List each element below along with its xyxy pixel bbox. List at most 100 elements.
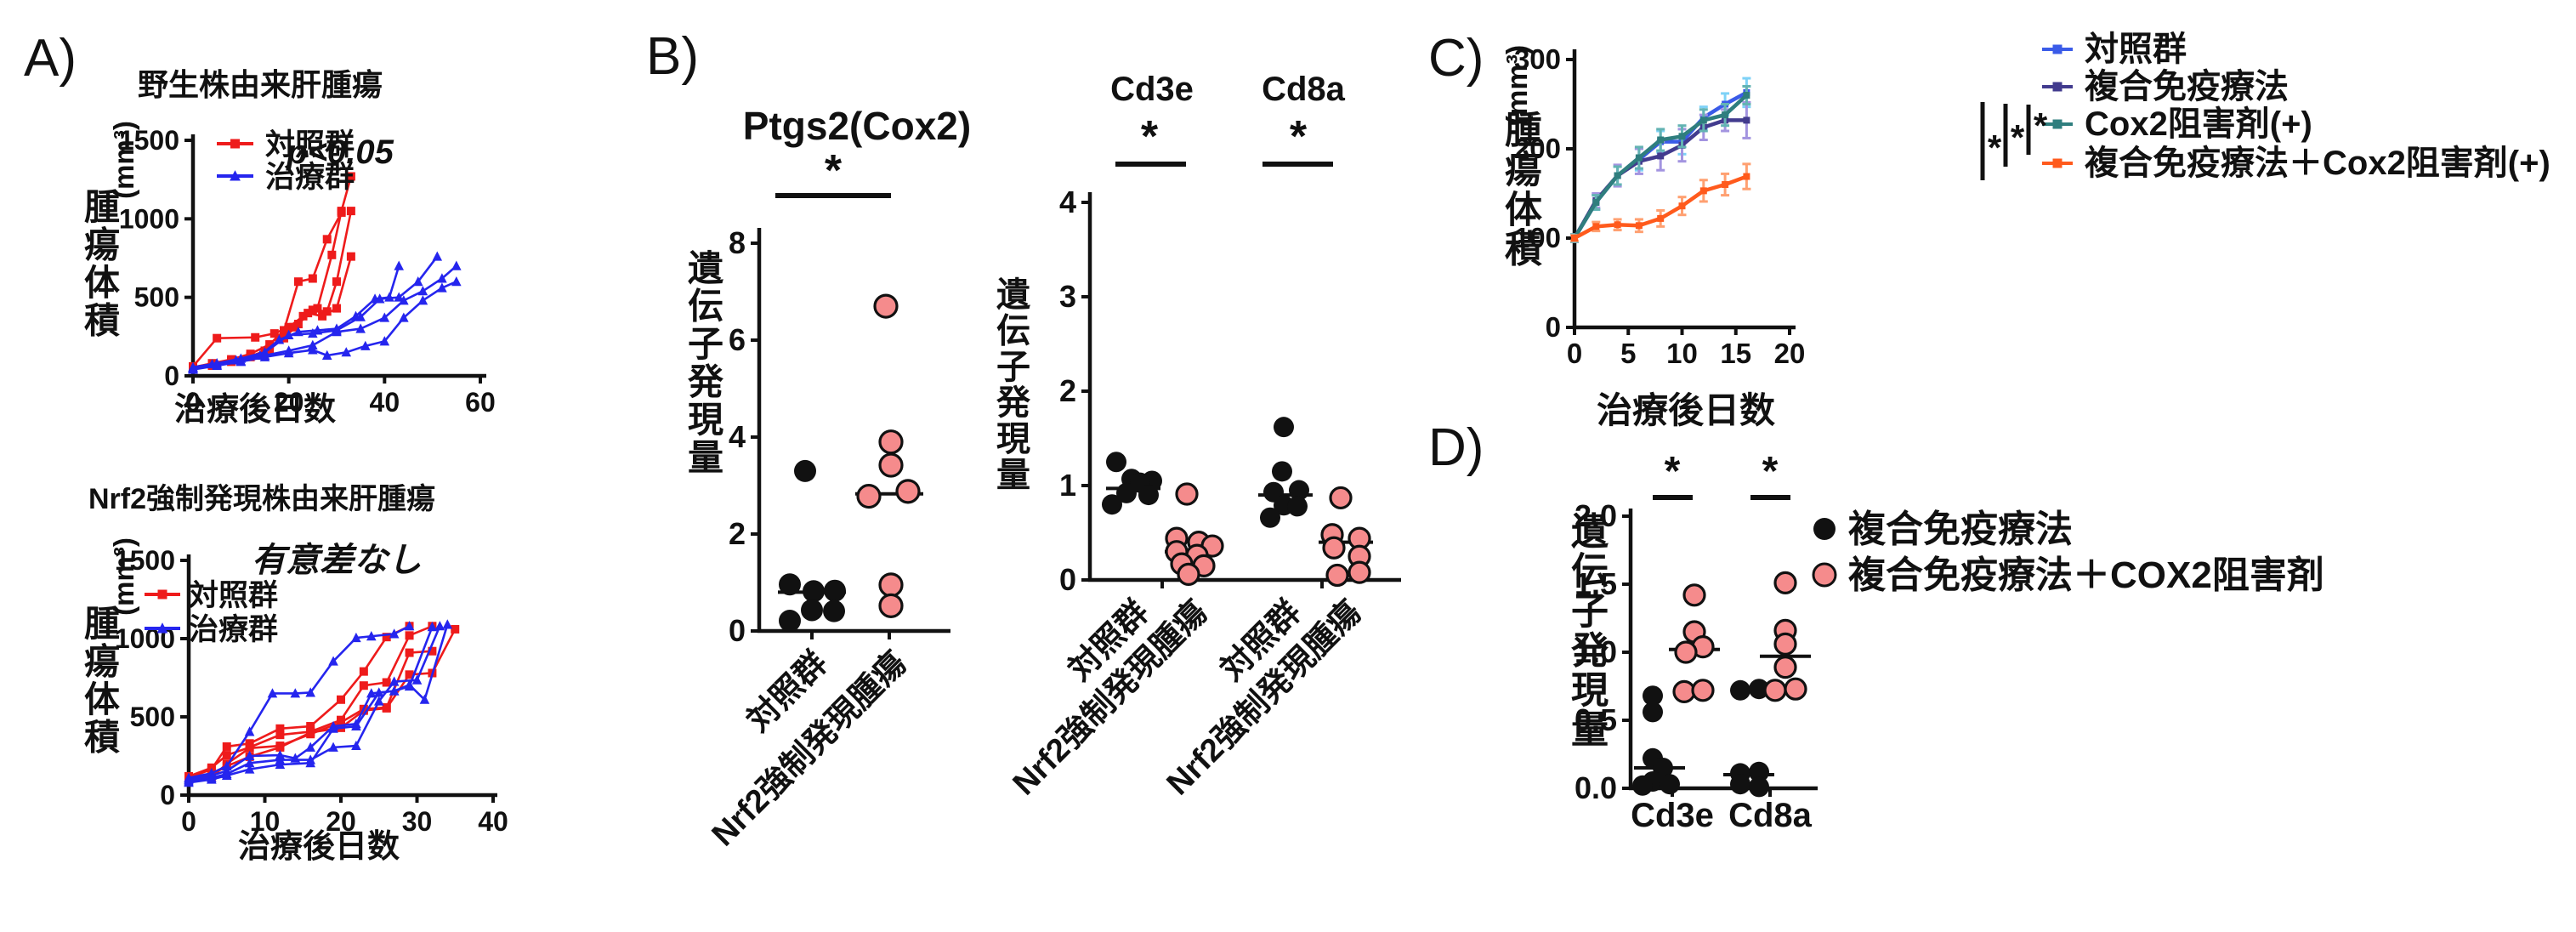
data-point	[1643, 702, 1663, 723]
series-marker	[404, 680, 415, 691]
series-marker	[346, 172, 355, 181]
series-marker	[417, 295, 428, 305]
series-marker	[412, 276, 423, 287]
significance-star: *	[1290, 112, 1308, 162]
series-marker	[222, 751, 231, 760]
y-axis-title: 現	[688, 400, 723, 440]
series-marker	[235, 356, 247, 367]
series-marker	[298, 311, 308, 321]
series-marker	[308, 327, 318, 338]
series-line	[192, 255, 439, 370]
data-point	[1749, 679, 1769, 700]
y-axis-title: 瘍	[84, 642, 120, 682]
y-axis-title: 量	[1571, 709, 1609, 751]
series-marker	[328, 656, 338, 666]
series-marker	[275, 730, 285, 740]
legend-label: 複合免疫療法	[1848, 509, 2073, 550]
panel-label-b: B)	[646, 27, 699, 86]
x-category-label: Cd8a	[1728, 797, 1813, 834]
series-marker	[373, 696, 384, 706]
series-marker	[1657, 214, 1665, 222]
x-tick-label: 0	[185, 387, 201, 418]
y-tick-label: 0	[160, 780, 175, 810]
series-marker	[405, 631, 414, 640]
legend-label: 治療群	[265, 161, 355, 194]
series-marker	[275, 742, 285, 752]
series-marker	[1722, 111, 1729, 119]
data-point	[1177, 562, 1200, 586]
series-marker	[332, 327, 342, 337]
series-marker	[275, 724, 285, 733]
series-marker	[275, 759, 286, 770]
y-axis-title: 量	[688, 438, 723, 478]
series-marker	[313, 304, 322, 313]
x-tick-label: 20	[274, 387, 304, 418]
data-point	[1322, 536, 1346, 560]
y-axis-title: 子	[1571, 590, 1609, 632]
x-tick-label: 40	[370, 387, 400, 418]
series-marker	[359, 667, 368, 676]
legend-marker	[2052, 44, 2063, 54]
y-axis-title: 伝	[996, 312, 1030, 350]
data-point	[779, 573, 801, 596]
series-marker	[442, 619, 453, 629]
y-tick-label: 8	[729, 225, 746, 260]
y-tick-label: 0.0	[1575, 770, 1617, 805]
series-line	[188, 625, 411, 779]
data-point	[1773, 632, 1797, 656]
data-point	[1272, 461, 1292, 482]
data-point	[1773, 571, 1797, 595]
series-marker	[251, 332, 260, 342]
data-point	[1763, 679, 1787, 702]
data-point	[1730, 679, 1750, 701]
series-marker	[351, 740, 361, 751]
series-marker	[394, 260, 405, 270]
x-category-label: Cd3e	[1631, 797, 1714, 834]
data-point	[878, 429, 904, 455]
y-tick-label: 0	[164, 361, 179, 391]
group-title: Cd8a	[1262, 71, 1346, 108]
y-axis-title: 子	[688, 324, 723, 364]
data-point	[1749, 776, 1769, 798]
series-marker	[244, 750, 255, 760]
y-tick-label: 4	[1059, 185, 1076, 219]
data-point	[1106, 452, 1126, 473]
y-axis-title: 瘍	[1505, 150, 1542, 191]
series-marker	[359, 681, 368, 690]
series-marker	[437, 282, 447, 293]
y-axis-unit: (mm³)	[108, 121, 139, 199]
legend-label: 複合免疫療法	[2085, 68, 2289, 105]
legend-dot	[1812, 562, 1837, 588]
series-marker	[360, 340, 371, 350]
legend-label: Cox2阻害剤(+)	[2085, 105, 2312, 143]
x-axis-title: 治療後日数	[174, 392, 336, 428]
series-marker	[274, 334, 285, 344]
x-axis-title: 治療後日数	[1597, 390, 1775, 430]
data-point	[856, 483, 882, 509]
series-marker	[1678, 133, 1686, 140]
series-marker	[293, 277, 303, 287]
series-marker	[290, 688, 301, 698]
series-marker	[428, 646, 437, 656]
series-marker	[389, 628, 400, 639]
legend-label: 対照群	[189, 579, 278, 612]
series-marker	[341, 347, 352, 357]
series-line	[1573, 174, 1748, 240]
x-tick-label: 0	[181, 806, 196, 837]
series-marker	[1722, 181, 1729, 188]
series-marker	[366, 688, 377, 698]
data-point	[794, 459, 816, 482]
data-point	[824, 579, 846, 602]
y-tick-label: 300	[1514, 43, 1561, 75]
legend-marker	[2052, 82, 2063, 92]
data-point	[1116, 482, 1137, 503]
x-tick-label: 30	[402, 806, 433, 837]
y-tick-label: 0.5	[1575, 702, 1617, 737]
legend-marker	[157, 589, 167, 600]
series-marker	[328, 742, 338, 752]
chart-title: 野生株由来肝腫瘍	[138, 67, 383, 102]
series-marker	[318, 311, 327, 321]
data-point	[895, 479, 921, 504]
y-tick-label: 2.0	[1575, 498, 1617, 533]
y-axis-title: 発	[996, 384, 1031, 422]
